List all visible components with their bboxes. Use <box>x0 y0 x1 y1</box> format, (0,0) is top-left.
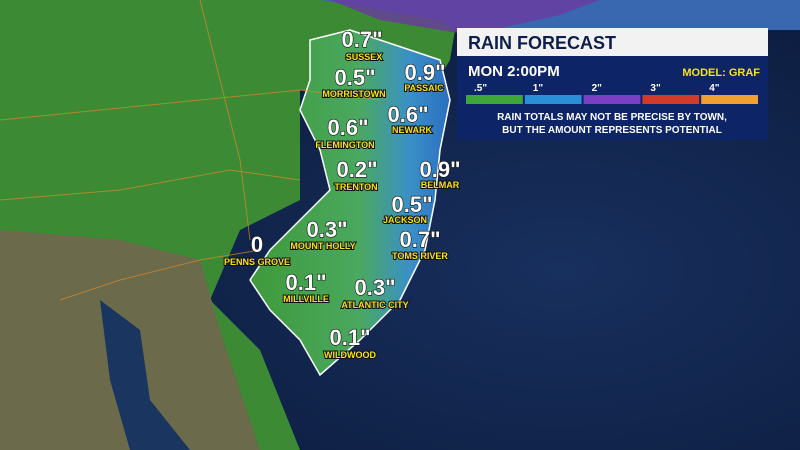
town-labels: 0.7"SUSSEX0.5"MORRISTOWN0.9"PASSAIC0.6"N… <box>223 26 461 361</box>
legend-swatch <box>642 95 700 104</box>
town-name: NEWARK <box>392 125 432 135</box>
rain-total: 0.6" <box>327 115 368 140</box>
roads <box>0 0 381 301</box>
legend-swatch <box>466 95 523 104</box>
rain-heavy <box>330 0 600 35</box>
rain-total: 0.6" <box>387 102 428 127</box>
town-name: MILLVILLE <box>283 294 329 304</box>
rain-total: 0.7" <box>341 27 382 52</box>
rain-total: 0.1" <box>285 270 326 295</box>
town-name: TRENTON <box>334 182 377 192</box>
forecast-panel: RAIN FORECAST MON 2:00PM MODEL: GRAF .5"… <box>457 28 768 140</box>
legend: .5" 1" 2" 3" 4" <box>466 83 758 104</box>
town-name: PASSAIC <box>404 83 444 93</box>
legend-label: .5" <box>474 83 487 94</box>
rain-total: 0.9" <box>404 60 445 85</box>
legend-label: 3" <box>650 83 661 94</box>
panel-title-bar <box>457 28 768 56</box>
legend-swatch <box>583 95 641 104</box>
rain-total: 0.7" <box>399 227 440 252</box>
forecast-time: MON 2:00PM <box>468 63 560 80</box>
legend-swatch <box>524 95 582 104</box>
rain-total: 0.3" <box>354 275 395 300</box>
rain-total: 0.5" <box>334 65 375 90</box>
town-name: FLEMINGTON <box>315 140 374 150</box>
town-name: ATLANTIC CITY <box>341 300 408 310</box>
bay <box>100 300 190 450</box>
rain-total: 0.1" <box>329 325 370 350</box>
rain-total: 0 <box>251 232 263 257</box>
legend-label: 4" <box>709 83 720 94</box>
town-name: BELMAR <box>421 180 460 190</box>
town-name: MORRISTOWN <box>322 89 385 99</box>
note-line: RAIN TOTALS MAY NOT BE PRECISE BY TOWN, <box>497 112 727 123</box>
rain-total: 0.3" <box>306 217 347 242</box>
legend-swatch <box>701 95 758 104</box>
town-name: MOUNT HOLLY <box>290 241 355 251</box>
new-jersey <box>249 29 451 377</box>
town-name: TOMS RIVER <box>392 251 448 261</box>
town-name: PENNS GROVE <box>224 257 290 267</box>
town-name: WILDWOOD <box>324 350 376 360</box>
town-name: JACKSON <box>383 215 427 225</box>
note-line: BUT THE AMOUNT REPRESENTS POTENTIAL <box>502 125 722 136</box>
model-label: MODEL: GRAF <box>682 67 760 79</box>
legend-label: 2" <box>592 83 603 94</box>
panel-title: RAIN FORECAST <box>468 33 616 53</box>
rain-total: 0.9" <box>419 157 460 182</box>
town-name: SUSSEX <box>346 52 383 62</box>
rain-total: 0.2" <box>336 157 377 182</box>
legend-label: 1" <box>533 83 544 94</box>
rain-total: 0.5" <box>391 192 432 217</box>
